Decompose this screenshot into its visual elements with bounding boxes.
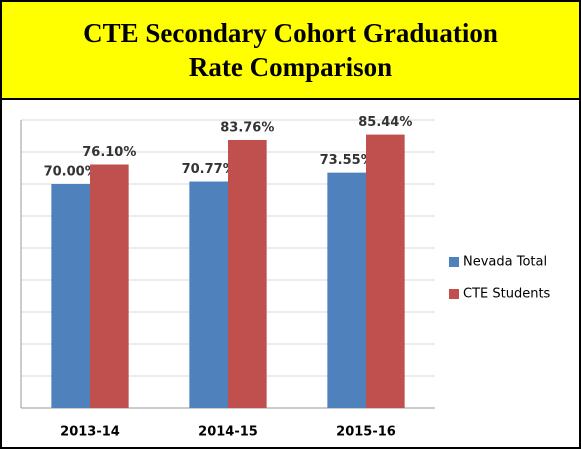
data-label: 73.55% [320, 153, 374, 168]
x-tick-label: 2015-16 [336, 425, 396, 440]
bar [327, 172, 366, 408]
data-label: 85.44% [358, 115, 412, 130]
legend-swatch [449, 289, 459, 299]
legend-swatch [449, 257, 459, 267]
title-box: CTE Secondary Cohort Graduation Rate Com… [0, 0, 581, 100]
x-tick-label: 2014-15 [198, 425, 258, 440]
data-label: 70.77% [182, 162, 236, 177]
legend-label: Nevada Total [463, 255, 547, 270]
data-label: 70.00% [44, 165, 98, 180]
data-label: 76.10% [82, 145, 136, 160]
bar [189, 181, 228, 408]
bar [366, 134, 405, 409]
chart-title: CTE Secondary Cohort Graduation Rate Com… [83, 18, 498, 82]
bar [51, 184, 90, 408]
bar [90, 164, 129, 408]
data-label: 83.76% [220, 120, 274, 135]
legend-label: CTE Students [463, 287, 551, 302]
bar [228, 139, 267, 408]
x-tick-label: 2013-14 [60, 425, 120, 440]
